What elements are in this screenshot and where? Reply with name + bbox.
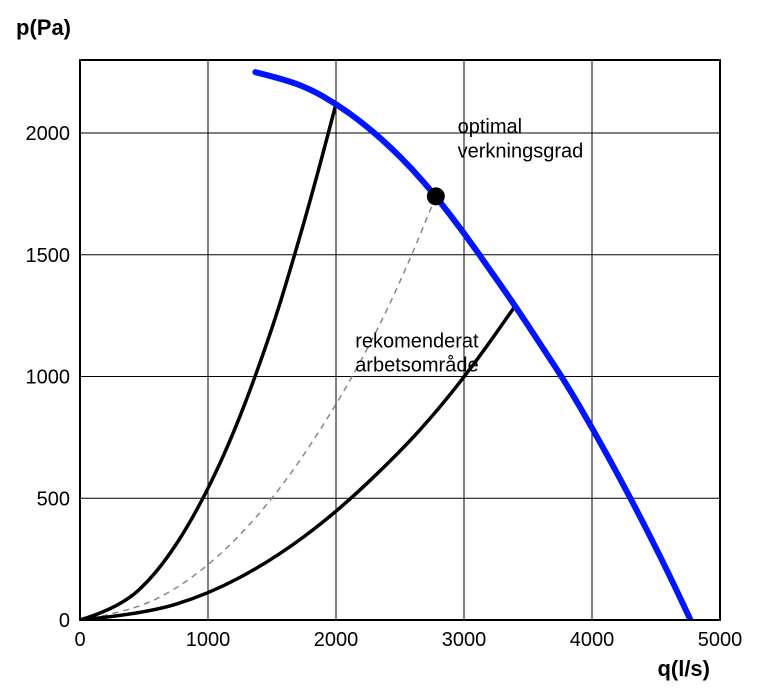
optimal-point-marker <box>427 187 445 205</box>
annotation-optimal-line1: optimal <box>458 116 522 138</box>
x-tick-label: 4000 <box>570 629 615 651</box>
x-tick-label: 1000 <box>186 629 231 651</box>
y-tick-label: 0 <box>59 610 70 632</box>
x-tick-label: 5000 <box>698 629 743 651</box>
annotation-optimal-line2: verkningsgrad <box>458 140 584 162</box>
annotation-recommended-line1: rekomenderat <box>355 330 479 352</box>
y-tick-label: 2000 <box>26 123 71 145</box>
y-tick-label: 1000 <box>26 367 71 389</box>
y-tick-label: 1500 <box>26 245 71 267</box>
x-tick-label: 2000 <box>314 629 359 651</box>
x-tick-label: 0 <box>74 629 85 651</box>
fan-curve-chart: 0 1000 2000 3000 4000 5000 0 500 1000 1500 2000 p(… <box>0 0 768 690</box>
y-tick-label: 500 <box>37 488 70 510</box>
annotation-recommended-line2: arbetsområde <box>355 355 478 377</box>
x-tick-label: 3000 <box>442 629 487 651</box>
x-axis-title: q(l/s) <box>657 656 710 681</box>
y-axis-title: p(Pa) <box>16 15 71 40</box>
